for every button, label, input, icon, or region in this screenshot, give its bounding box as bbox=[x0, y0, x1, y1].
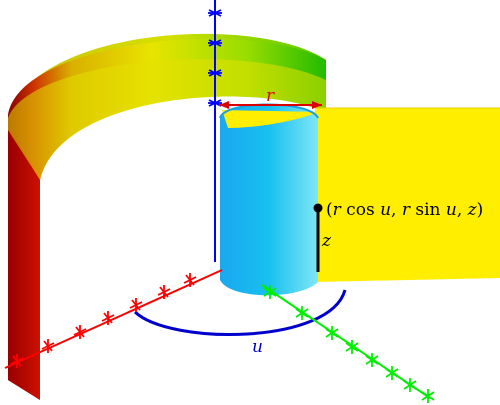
radius-arrow-right bbox=[312, 101, 322, 109]
half-plane-u-constant bbox=[315, 108, 500, 282]
inner-cylinder-top-cap bbox=[222, 110, 318, 128]
radius-label: r bbox=[266, 86, 275, 106]
x-tick-2 bbox=[41, 339, 55, 353]
y-tick-2 bbox=[295, 306, 309, 320]
z-tick-2 bbox=[208, 39, 222, 47]
x-tick-7 bbox=[183, 273, 197, 287]
y-axis bbox=[261, 284, 431, 399]
angle-arc bbox=[133, 289, 347, 336]
inner-cylinder bbox=[220, 104, 318, 296]
x-tick-5 bbox=[129, 298, 143, 312]
height-label: z bbox=[321, 231, 332, 251]
x-tick-1 bbox=[10, 354, 24, 368]
x-axis-ticks bbox=[10, 273, 197, 368]
x-tick-3 bbox=[73, 325, 87, 339]
x-tick-4 bbox=[101, 311, 115, 325]
point-coordinate-label: (r cos u, r sin u, z) bbox=[326, 200, 483, 220]
radius-arrow-left bbox=[219, 101, 229, 109]
z-axis-ticks bbox=[208, 9, 222, 107]
outer-cylinder-cut-edge bbox=[8, 125, 40, 400]
y-tick-7 bbox=[403, 378, 417, 392]
y-tick-5 bbox=[365, 353, 379, 367]
y-tick-1 bbox=[263, 285, 277, 299]
y-tick-3 bbox=[325, 326, 339, 340]
y-tick-6 bbox=[385, 366, 399, 380]
outer-cylinder-top-band bbox=[8, 59, 326, 180]
x-tick-6 bbox=[157, 285, 171, 299]
y-tick-4 bbox=[345, 340, 359, 354]
y-tick-8 bbox=[421, 389, 435, 403]
point-marker bbox=[313, 203, 323, 213]
x-axis bbox=[4, 269, 223, 369]
y-axis-ticks bbox=[263, 285, 435, 403]
angle-label: u bbox=[252, 337, 263, 357]
z-tick-1 bbox=[208, 9, 222, 17]
z-tick-3 bbox=[208, 69, 222, 77]
